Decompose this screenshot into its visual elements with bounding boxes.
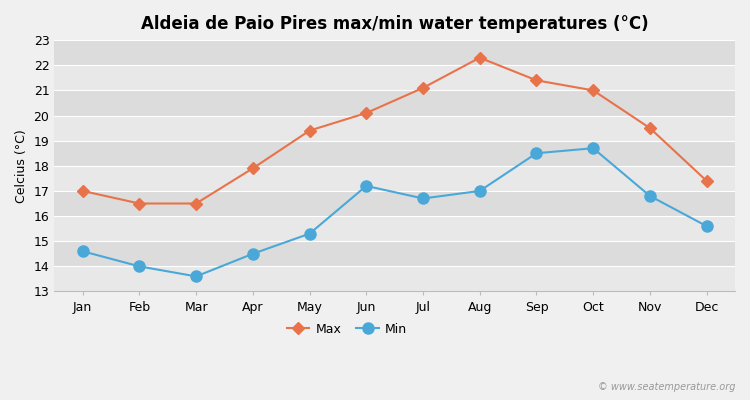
- Min: [78, 249, 87, 254]
- Min: [532, 151, 541, 156]
- Min: [646, 194, 655, 198]
- Max: [305, 128, 314, 133]
- Max: [419, 86, 428, 90]
- Bar: [54, 266, 735, 292]
- Bar: [54, 166, 735, 191]
- Min: [419, 196, 428, 201]
- Max: [362, 111, 370, 116]
- Bar: [54, 90, 735, 116]
- Bar: [54, 241, 735, 266]
- Min: [362, 184, 370, 188]
- Max: [248, 166, 257, 171]
- Max: [532, 78, 541, 83]
- Bar: [54, 141, 735, 166]
- Min: [702, 224, 711, 228]
- Bar: [54, 116, 735, 141]
- Max: [589, 88, 598, 93]
- Bar: [54, 191, 735, 216]
- Legend: Max, Min: Max, Min: [282, 318, 412, 340]
- Text: © www.seatemperature.org: © www.seatemperature.org: [598, 382, 735, 392]
- Max: [135, 201, 144, 206]
- Min: [248, 251, 257, 256]
- Min: [476, 188, 484, 193]
- Min: [135, 264, 144, 269]
- Y-axis label: Celcius (°C): Celcius (°C): [15, 129, 28, 203]
- Max: [476, 55, 484, 60]
- Line: Min: Min: [77, 143, 712, 282]
- Bar: [54, 65, 735, 90]
- Max: [646, 126, 655, 130]
- Max: [191, 201, 200, 206]
- Line: Max: Max: [79, 54, 711, 208]
- Min: [191, 274, 200, 279]
- Min: [305, 231, 314, 236]
- Max: [702, 178, 711, 183]
- Bar: [54, 40, 735, 65]
- Min: [589, 146, 598, 151]
- Bar: [54, 216, 735, 241]
- Title: Aldeia de Paio Pires max/min water temperatures (°C): Aldeia de Paio Pires max/min water tempe…: [141, 15, 649, 33]
- Max: [78, 188, 87, 193]
